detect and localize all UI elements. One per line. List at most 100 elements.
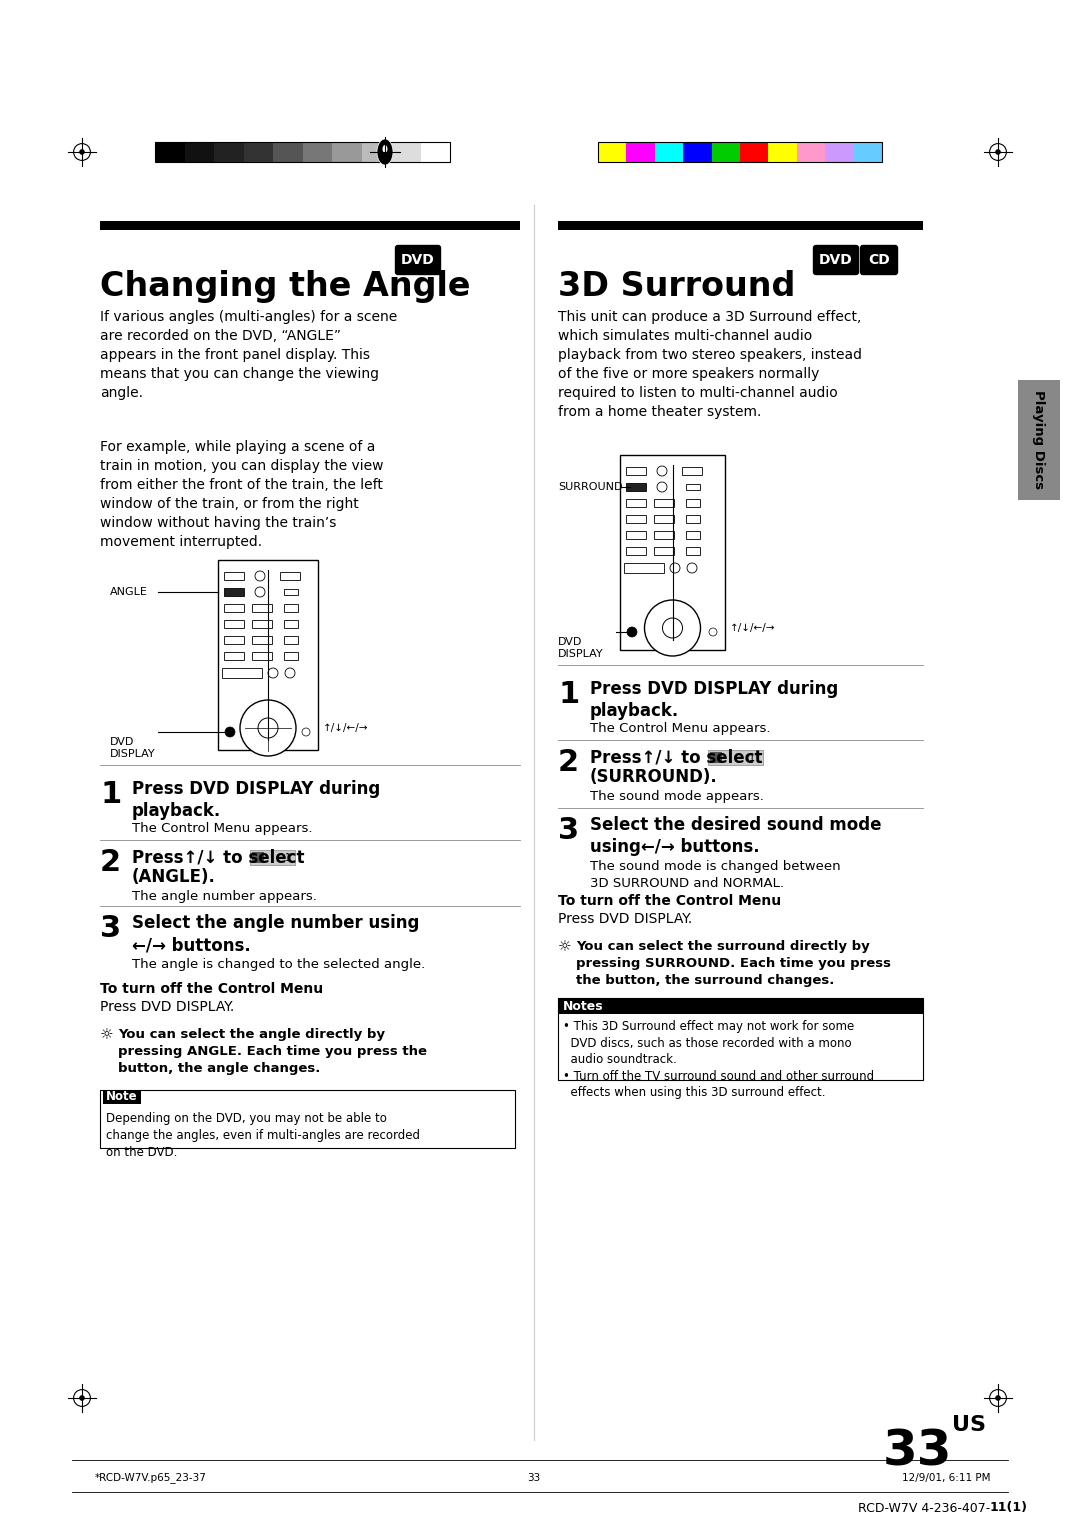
Text: • This 3D Surround effect may not work for some
  DVD discs, such as those recor: • This 3D Surround effect may not work f… (563, 1021, 874, 1099)
Bar (654, 142, 684, 162)
Circle shape (989, 1389, 1007, 1406)
Text: For example, while playing a scene of a
train in motion, you can display the vie: For example, while playing a scene of a … (100, 440, 383, 549)
Bar (686, 500, 700, 507)
Text: To turn off the Control Menu: To turn off the Control Menu (100, 983, 323, 996)
Text: Select the desired sound mode
using←/→ buttons.: Select the desired sound mode using←/→ b… (590, 816, 881, 856)
Circle shape (995, 150, 1001, 154)
Text: The Control Menu appears.: The Control Menu appears. (590, 723, 770, 735)
Bar (224, 636, 244, 643)
Bar (626, 483, 646, 490)
Bar (252, 604, 272, 613)
Bar (684, 142, 712, 162)
Circle shape (302, 727, 310, 736)
Text: ANGLE: ANGLE (110, 587, 148, 597)
Bar (686, 515, 700, 523)
Bar (620, 455, 725, 649)
Circle shape (79, 150, 85, 154)
Text: Note: Note (106, 1091, 138, 1103)
Bar (626, 532, 646, 539)
Text: RCD-W7V 4-236-407-: RCD-W7V 4-236-407- (858, 1502, 990, 1514)
Text: If various angles (multi-angles) for a scene
are recorded on the DVD, “ANGLE”
ap: If various angles (multi-angles) for a s… (100, 310, 397, 400)
Text: Press DVD DISPLAY.: Press DVD DISPLAY. (100, 999, 234, 1015)
Bar (598, 142, 626, 162)
Bar (626, 547, 646, 555)
Circle shape (670, 562, 680, 573)
Circle shape (645, 601, 701, 656)
Bar (710, 752, 723, 762)
Bar (252, 636, 272, 643)
Bar (1018, 380, 1059, 500)
Text: 3: 3 (100, 914, 121, 943)
Bar (185, 142, 214, 162)
Circle shape (687, 562, 697, 573)
Circle shape (225, 727, 235, 736)
Text: 33: 33 (527, 1473, 541, 1484)
Bar (626, 142, 654, 162)
Bar (708, 750, 762, 766)
Text: Press↑/↓ to select: Press↑/↓ to select (132, 848, 310, 866)
Bar (252, 853, 264, 863)
Bar (218, 559, 318, 750)
Circle shape (79, 1395, 85, 1401)
Ellipse shape (382, 145, 388, 153)
Text: *RCD-W7V.p65_23-37: *RCD-W7V.p65_23-37 (95, 1473, 207, 1484)
Text: SURROUND: SURROUND (558, 481, 622, 492)
Text: 1: 1 (100, 779, 121, 808)
Text: Press DVD DISPLAY during
playback.: Press DVD DISPLAY during playback. (590, 680, 838, 720)
Bar (252, 652, 272, 660)
Text: You can select the surround directly by
pressing SURROUND. Each time you press
t: You can select the surround directly by … (576, 940, 891, 987)
Bar (686, 532, 700, 539)
Text: Select the angle number using
←/→ buttons.: Select the angle number using ←/→ button… (132, 914, 419, 953)
FancyBboxPatch shape (395, 246, 441, 275)
Ellipse shape (377, 139, 393, 165)
Circle shape (255, 571, 265, 581)
Bar (249, 850, 295, 865)
Text: Press DVD DISPLAY.: Press DVD DISPLAY. (558, 912, 692, 926)
Bar (224, 652, 244, 660)
Text: 2: 2 (100, 848, 121, 877)
Circle shape (285, 668, 295, 678)
FancyBboxPatch shape (861, 246, 897, 275)
Circle shape (657, 466, 667, 477)
Bar (284, 652, 298, 660)
Bar (214, 142, 243, 162)
Bar (100, 222, 519, 231)
Bar (626, 515, 646, 523)
Bar (156, 142, 185, 162)
Circle shape (240, 700, 296, 756)
Text: The sound mode appears.: The sound mode appears. (590, 790, 764, 804)
Bar (825, 142, 853, 162)
Text: 12/9/01, 6:11 PM: 12/9/01, 6:11 PM (902, 1473, 990, 1484)
Bar (224, 588, 244, 596)
Text: ↑/↓/←/→: ↑/↓/←/→ (730, 623, 775, 633)
Bar (686, 547, 700, 555)
Bar (626, 468, 646, 475)
Text: This unit can produce a 3D Surround effect,
which simulates multi-channel audio
: This unit can produce a 3D Surround effe… (558, 310, 862, 419)
Bar (284, 604, 298, 613)
Text: CD: CD (868, 254, 890, 267)
Text: Depending on the DVD, you may not be able to
change the angles, even if multi-an: Depending on the DVD, you may not be abl… (106, 1112, 420, 1160)
Bar (273, 142, 302, 162)
Text: DVD
DISPLAY: DVD DISPLAY (558, 637, 604, 660)
Circle shape (268, 668, 278, 678)
Text: Changing the Angle: Changing the Angle (100, 270, 471, 303)
Text: 1: 1 (285, 853, 292, 863)
Text: Press DVD DISPLAY during
playback.: Press DVD DISPLAY during playback. (132, 779, 380, 821)
Circle shape (708, 628, 717, 636)
Text: US: US (951, 1415, 986, 1435)
Bar (252, 620, 272, 628)
Bar (558, 998, 923, 1015)
Text: Notes: Notes (563, 999, 604, 1013)
Circle shape (995, 1395, 1001, 1401)
Bar (740, 142, 768, 162)
Circle shape (258, 718, 278, 738)
Bar (362, 142, 391, 162)
Bar (420, 142, 450, 162)
Circle shape (627, 626, 637, 637)
Bar (103, 1089, 141, 1105)
Bar (712, 142, 740, 162)
Bar (686, 484, 700, 490)
Bar (284, 620, 298, 628)
Bar (654, 547, 674, 555)
Text: DVD: DVD (819, 254, 853, 267)
